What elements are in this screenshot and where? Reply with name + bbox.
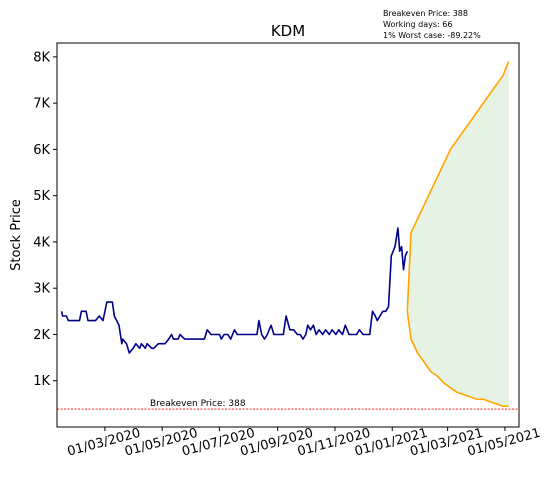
projection-band [407, 61, 509, 407]
breakeven-label: Breakeven Price: 388 [150, 399, 246, 409]
summary-notes: Breakeven Price: 388 Working days: 66 1% W… [383, 9, 481, 40]
plot-area-frame [56, 42, 520, 428]
breakeven-layer: Breakeven Price: 388 [57, 399, 519, 410]
history-line [60, 227, 409, 354]
y-tick-label: 6K [33, 143, 50, 158]
y-axis: 1K 2K 3K 4K 5K 6K 7K 8K [33, 50, 57, 389]
y-tick-label: 2K [33, 328, 50, 343]
y-tick-label: 3K [33, 282, 50, 297]
summary-note: 1% Worst case: -89.22% [383, 31, 481, 40]
series-layer [60, 61, 510, 408]
projection-lower-line [406, 311, 509, 408]
summary-note: Breakeven Price: 388 [383, 9, 468, 18]
summary-note: Working days: 66 [383, 20, 452, 29]
y-tick-label: 4K [33, 235, 50, 250]
y-tick-label: 1K [33, 374, 50, 389]
y-tick-label: 5K [33, 189, 50, 204]
x-axis: 01/03/202001/05/202001/07/202001/09/2020… [66, 426, 542, 460]
y-axis-title: Stock Price [9, 199, 24, 271]
y-tick-label: 7K [33, 97, 50, 112]
projection-upper-line [406, 61, 510, 312]
chart-title: KDM [271, 22, 305, 40]
projection-band-layer [407, 61, 509, 407]
y-tick-label: 8K [33, 50, 50, 65]
